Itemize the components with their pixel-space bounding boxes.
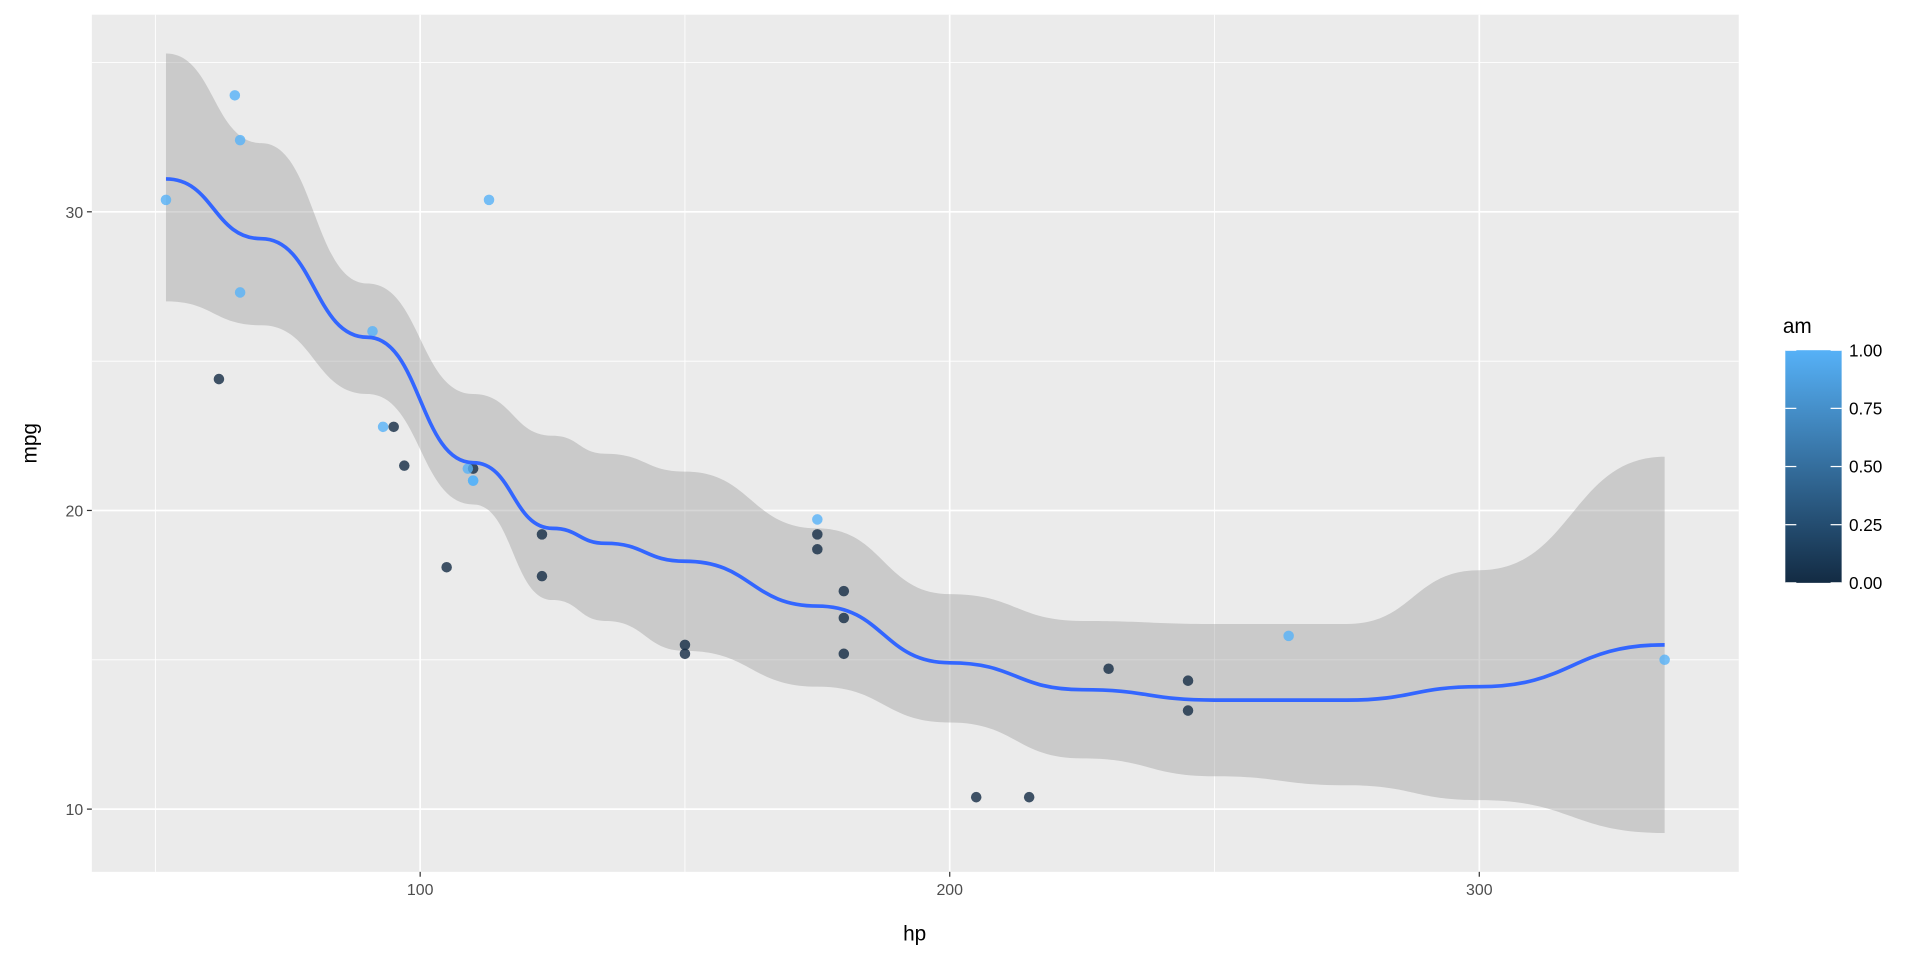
y-axis-title: mpg xyxy=(19,423,42,463)
data-point xyxy=(679,648,691,660)
data-point xyxy=(234,287,246,298)
data-point xyxy=(536,529,548,540)
data-point xyxy=(812,529,823,540)
data-point xyxy=(377,421,389,433)
y-tick-label: 20 xyxy=(66,504,84,521)
data-point xyxy=(970,791,982,803)
loess-line xyxy=(165,177,1665,702)
y-tick-label: 10 xyxy=(66,802,84,819)
y-tick-label: 30 xyxy=(66,205,84,222)
gridlines xyxy=(91,14,1739,872)
points xyxy=(160,90,1670,803)
smooth-line xyxy=(165,177,1665,702)
data-point xyxy=(213,373,225,385)
data-point xyxy=(467,475,479,486)
data-point xyxy=(234,134,246,146)
legend-tick-label: 0.75 xyxy=(1849,398,1882,418)
data-point xyxy=(838,585,850,597)
plot-panel xyxy=(91,14,1739,872)
data-point xyxy=(388,421,399,433)
x-tick-label: 100 xyxy=(407,882,434,899)
data-point xyxy=(1023,791,1035,803)
data-point xyxy=(536,570,548,582)
data-point xyxy=(441,561,452,573)
data-point xyxy=(679,639,691,651)
legend: am 0.00 0.25 0.50 0.75 1.00 xyxy=(1783,315,1882,593)
legend-tick-label: 0.00 xyxy=(1849,573,1882,593)
data-point xyxy=(160,194,172,206)
data-point xyxy=(367,326,378,337)
data-point xyxy=(1283,630,1294,642)
data-point xyxy=(1103,663,1114,675)
x-axis-title: hp xyxy=(903,922,926,945)
legend-title: am xyxy=(1783,315,1812,338)
data-point xyxy=(812,544,823,555)
legend-tick-label: 1.00 xyxy=(1849,340,1882,360)
data-point xyxy=(229,90,241,101)
data-point xyxy=(838,648,850,660)
data-point xyxy=(838,612,850,624)
data-point xyxy=(1182,705,1194,716)
legend-tick-label: 0.50 xyxy=(1849,457,1882,477)
legend-tick-label: 0.25 xyxy=(1849,515,1882,535)
data-point xyxy=(1182,675,1194,686)
data-point xyxy=(483,194,495,206)
data-point xyxy=(812,514,823,525)
axes: 100 200 300 10 20 30 xyxy=(66,205,1493,899)
data-point xyxy=(1659,654,1670,666)
data-point xyxy=(462,463,474,474)
x-tick-label: 200 xyxy=(936,882,963,899)
x-tick-label: 300 xyxy=(1466,882,1493,899)
data-point xyxy=(399,460,410,471)
